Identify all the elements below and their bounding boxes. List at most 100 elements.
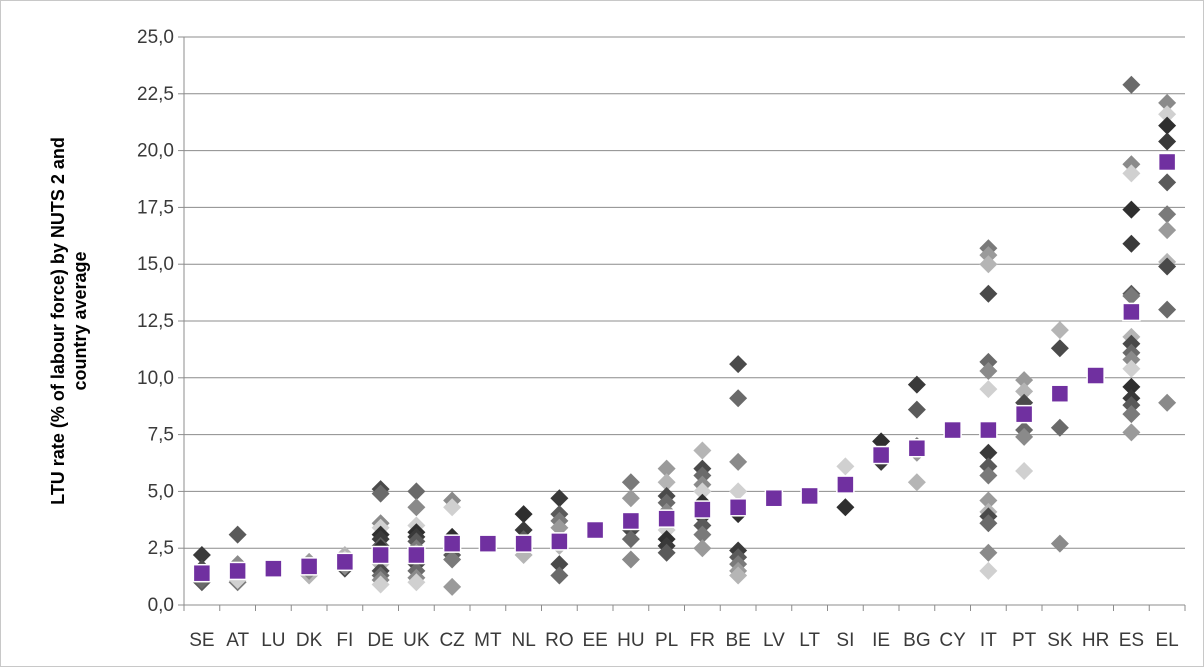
country-average-point (657, 509, 676, 528)
x-tick-label: BG (903, 630, 930, 651)
region-point (1050, 339, 1069, 358)
country-average-point (514, 534, 533, 553)
country-average-point (1014, 404, 1034, 424)
region-point (1050, 418, 1069, 437)
region-point (621, 550, 640, 569)
region-point (550, 489, 569, 508)
x-tick-label: AT (226, 630, 249, 651)
region-point (693, 441, 712, 460)
region-point (979, 246, 998, 265)
y-tick-label: 7,5 (148, 425, 174, 446)
region-point (1015, 382, 1034, 401)
region-point (979, 543, 998, 562)
country-average-point (371, 545, 390, 565)
country-average-point (693, 500, 712, 519)
country-average-point (1086, 366, 1105, 385)
region-point (979, 491, 998, 510)
region-point (1158, 116, 1177, 135)
country-average-point (764, 488, 784, 508)
region-point (1122, 287, 1141, 306)
country-average-point (550, 532, 569, 551)
country-average-point (979, 420, 998, 440)
region-point (693, 516, 712, 535)
region-point (1158, 105, 1177, 124)
region-point (1158, 393, 1177, 412)
x-tick-label: EL (1156, 630, 1179, 651)
region-point (1122, 200, 1141, 219)
region-point (1158, 257, 1177, 276)
y-tick-label: 2,5 (148, 538, 174, 559)
region-point (1158, 93, 1177, 112)
country-average-point (442, 534, 462, 553)
x-tick-label: HR (1082, 630, 1109, 651)
y-tick-label: 12,5 (137, 311, 174, 332)
country-average-point (299, 557, 319, 576)
x-tick-label: MT (474, 630, 502, 651)
region-point (550, 555, 569, 574)
x-axis-ticks: SE AT LU DK FI DE UK CZ MT NL RO EE HU PL FR BE LV LT SI IE… (183, 605, 1186, 651)
region-point (621, 489, 640, 508)
y-tick-label: 22,5 (137, 84, 174, 105)
region-point (407, 573, 426, 592)
region-point (621, 473, 640, 492)
region-point (1122, 155, 1141, 174)
region-point (1122, 423, 1141, 442)
x-tick-label: UK (403, 630, 430, 651)
region-point (729, 355, 748, 374)
y-axis-ticks: 0,0 2,5 5,0 7,5 10,0 12,5 15,0 17,5 20,0 22,5 25,0 (137, 27, 184, 616)
x-tick-label: CY (939, 630, 966, 651)
region-point (979, 352, 998, 371)
x-tick-label: EE (582, 630, 607, 651)
y-tick-label: 25,0 (137, 27, 174, 48)
region-point (1122, 405, 1141, 424)
y-tick-label: 17,5 (137, 197, 174, 218)
country-average-points (192, 152, 1177, 583)
region-point (1122, 350, 1141, 369)
region-point (1015, 427, 1034, 446)
region-point (1122, 377, 1141, 396)
region-point (907, 375, 926, 394)
x-tick-label: SE (189, 630, 214, 651)
x-tick-label: CZ (439, 630, 465, 651)
region-point (1158, 205, 1177, 224)
x-tick-label: LU (261, 630, 285, 651)
country-average-point (871, 445, 891, 465)
gridlines (184, 36, 1185, 549)
region-point (979, 514, 998, 533)
country-average-point (228, 561, 247, 581)
x-tick-label: DK (296, 630, 323, 651)
region-point (979, 443, 998, 462)
x-tick-label: NL (511, 630, 535, 651)
region-point (1158, 221, 1177, 240)
region-point (979, 466, 998, 485)
region-point (657, 459, 676, 478)
region-point (693, 539, 712, 558)
y-axis-label-line: country average (70, 251, 90, 390)
x-tick-label: SI (836, 630, 854, 651)
region-point (1015, 371, 1034, 390)
region-point (729, 566, 748, 585)
country-average-point (192, 563, 212, 583)
country-average-point (621, 511, 641, 531)
region-point (1015, 461, 1034, 480)
y-tick-label: 10,0 (137, 368, 174, 389)
y-axis-label: LTU rate (% of labour force) by NUTS 2 a… (48, 137, 90, 505)
country-average-point (836, 475, 855, 494)
region-point (1158, 173, 1177, 192)
x-tick-label: LV (763, 630, 785, 651)
region-point (407, 482, 426, 501)
region-point (192, 546, 211, 565)
region-point (836, 457, 855, 476)
region-point (443, 550, 462, 569)
region-point (1122, 396, 1141, 415)
country-average-point (728, 498, 748, 517)
region-point (443, 577, 462, 596)
y-tick-label: 0,0 (148, 595, 174, 616)
region-point (907, 473, 926, 492)
x-tick-label: FR (690, 630, 715, 651)
y-axis-label-line: LTU rate (% of labour force) by NUTS 2 a… (48, 137, 68, 505)
region-point (228, 525, 247, 544)
region-point (729, 482, 748, 501)
region-point (693, 482, 712, 501)
